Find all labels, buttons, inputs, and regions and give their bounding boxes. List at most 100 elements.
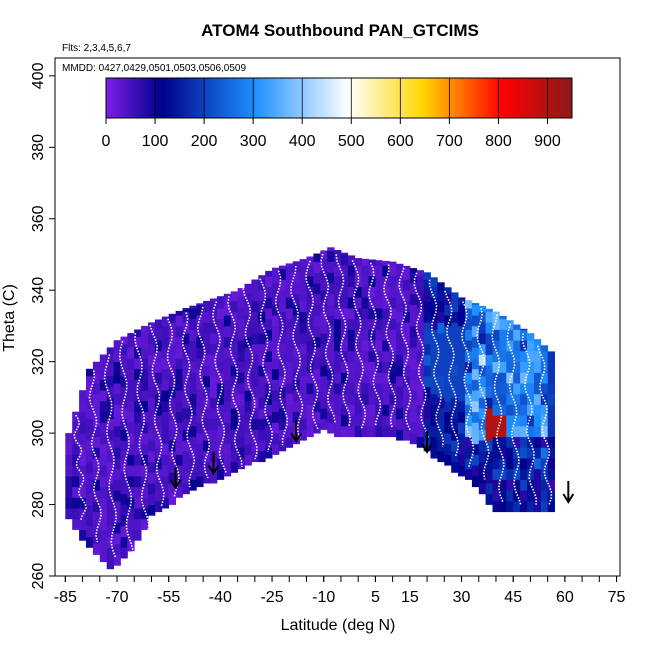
heat-cell (154, 490, 163, 502)
heat-cell (230, 461, 238, 473)
heat-cell (444, 433, 452, 445)
heat-cell (272, 315, 280, 327)
heat-cell (320, 258, 328, 270)
heat-cell (127, 390, 135, 402)
heat-cell (396, 429, 404, 441)
heat-cell (113, 501, 121, 513)
heat-cell (299, 365, 307, 377)
heat-cell (292, 261, 300, 263)
heat-cell (154, 415, 163, 427)
heat-cell (148, 440, 156, 452)
colorbar-ticks: 0 100 200 300 400 500 600 700 800 900 (102, 78, 561, 150)
heat-cell (148, 408, 156, 420)
heat-cell (120, 386, 128, 398)
flight-track (166, 318, 180, 498)
heat-cell (272, 443, 280, 455)
heat-cell (499, 315, 507, 320)
heat-cell (161, 443, 170, 455)
heat-cell (182, 311, 190, 323)
x-tick-label: 45 (504, 589, 522, 606)
heat-cell (354, 265, 362, 277)
heat-cell (141, 347, 149, 359)
heat-cell (258, 418, 266, 430)
heat-cell (285, 415, 294, 427)
heat-cell (99, 551, 108, 563)
heat-cell (72, 422, 80, 434)
heat-cell (182, 343, 190, 355)
heat-cell (478, 305, 487, 312)
heat-cell (127, 401, 135, 413)
heat-cell (134, 411, 142, 423)
heat-cell (327, 411, 335, 423)
heat-cell (278, 386, 287, 398)
heat-cell (216, 318, 225, 330)
heat-cell (540, 479, 549, 491)
heat-cell (416, 415, 424, 427)
heat-cell (141, 433, 149, 445)
heat-cell (361, 372, 369, 384)
heat-cell (292, 336, 300, 348)
heat-cell (334, 393, 342, 405)
heat-cell (471, 476, 480, 488)
heat-cell (416, 329, 424, 341)
heat-cell (86, 451, 94, 463)
heat-cell (403, 343, 411, 355)
heat-cell (506, 468, 514, 480)
heat-cell (175, 422, 183, 434)
heat-cell (416, 297, 424, 309)
heat-cell (471, 358, 480, 370)
heat-cell (113, 490, 121, 502)
heat-cell (65, 476, 73, 488)
heat-cell (120, 536, 128, 548)
heat-cell (299, 311, 307, 323)
heat-cell (223, 315, 232, 327)
heat-cell (106, 354, 114, 366)
heat-cell (168, 333, 176, 345)
heat-cell (340, 286, 349, 298)
heat-cell (485, 386, 493, 398)
heat-cell (148, 365, 156, 377)
heat-cell (547, 447, 555, 459)
heat-cell (244, 283, 252, 295)
heat-cell (182, 472, 190, 484)
heat-cell (389, 340, 397, 352)
heat-cell (389, 404, 397, 416)
heat-cell (513, 468, 521, 480)
heat-cell (216, 404, 225, 416)
heat-cell (409, 268, 418, 273)
heat-cell (313, 347, 321, 359)
heat-cell (458, 433, 466, 445)
heat-cell (471, 303, 480, 305)
heat-cell (127, 518, 135, 530)
heat-cell (196, 465, 204, 477)
heat-cell (347, 286, 356, 298)
heat-cell (430, 436, 438, 448)
heat-cell (513, 458, 521, 470)
heat-cell (141, 401, 149, 413)
heat-cell (485, 311, 493, 323)
heat-cell (196, 303, 204, 305)
heat-cell (492, 458, 500, 470)
heat-cell (533, 350, 542, 362)
heat-cell (113, 393, 121, 405)
heat-cell (485, 418, 493, 430)
heat-cell (306, 286, 314, 298)
heat-cell (437, 397, 445, 409)
heat-cell (223, 433, 232, 445)
heat-cell (513, 350, 521, 362)
heat-cell (313, 293, 321, 305)
heat-cell (451, 354, 459, 366)
y-tick-label: 340 (30, 277, 47, 304)
heat-cell (506, 415, 514, 427)
heat-cell (492, 311, 500, 320)
heat-cell (471, 379, 480, 391)
heat-cell (292, 368, 300, 380)
heat-cell (258, 290, 266, 302)
heat-cell (258, 408, 266, 420)
heat-cell (278, 311, 287, 323)
heat-cell (403, 429, 411, 441)
heat-cell (127, 422, 135, 434)
heat-cell (451, 397, 459, 409)
heat-cell (499, 490, 507, 502)
heat-cell (513, 436, 521, 448)
